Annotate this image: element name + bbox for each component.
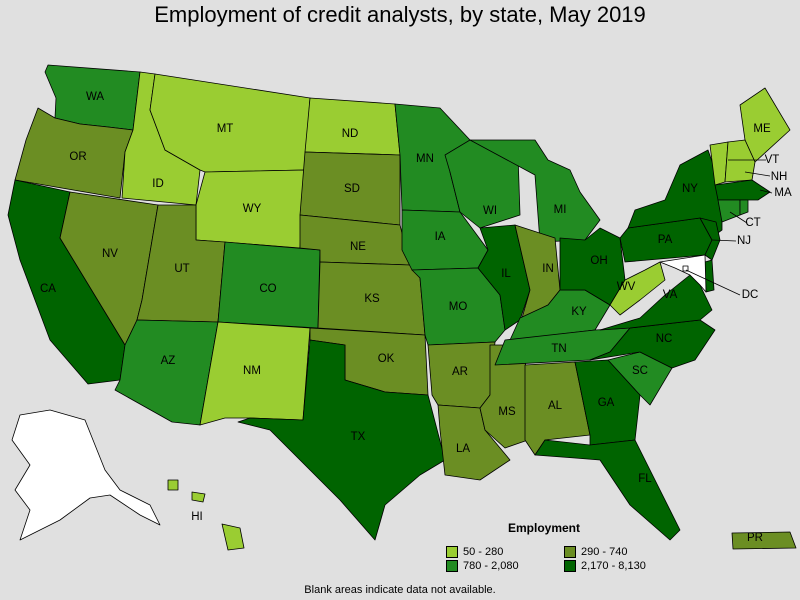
state-label-ia: IA bbox=[435, 231, 446, 243]
legend-item-290-740: 290 - 740 bbox=[564, 546, 676, 558]
state-label-id: ID bbox=[152, 178, 164, 190]
state-label-or: OR bbox=[69, 151, 86, 163]
state-label-mn: MN bbox=[416, 153, 434, 165]
state-md bbox=[659, 254, 707, 293]
leader-line-dc bbox=[685, 269, 741, 296]
state-nc bbox=[589, 319, 716, 369]
state-label-nv: NV bbox=[102, 248, 118, 260]
state-label-co: CO bbox=[259, 283, 276, 295]
state-me bbox=[739, 87, 791, 163]
state-label-tx: TX bbox=[351, 431, 366, 443]
legend: 50 - 280 290 - 740 780 - 2,080 2,170 - 8… bbox=[446, 546, 676, 572]
state-label-nd: ND bbox=[342, 128, 359, 140]
state-pr bbox=[731, 531, 797, 550]
state-label-sd: SD bbox=[344, 183, 360, 195]
state-tx bbox=[237, 339, 446, 541]
state-label-fl: FL bbox=[638, 473, 652, 485]
state-label-wi: WI bbox=[483, 205, 497, 217]
state-label-mo: MO bbox=[449, 301, 468, 313]
state-label-az: AZ bbox=[161, 355, 176, 367]
legend-label: 290 - 740 bbox=[581, 546, 628, 558]
state-mi bbox=[469, 139, 601, 243]
state-label-ga: GA bbox=[598, 397, 615, 409]
state-label-ma: MA bbox=[774, 187, 792, 199]
legend-label: 50 - 280 bbox=[463, 546, 504, 558]
leader-line-ct bbox=[729, 211, 748, 224]
state-nh bbox=[724, 139, 756, 183]
legend-label: 780 - 2,080 bbox=[463, 560, 519, 572]
leader-line-nj bbox=[711, 239, 737, 242]
state-ri bbox=[739, 199, 749, 216]
state-wv bbox=[609, 261, 666, 316]
state-ak bbox=[11, 409, 161, 541]
leader-line-ma bbox=[759, 189, 773, 194]
state-sc bbox=[607, 351, 673, 406]
state-nd bbox=[304, 97, 401, 156]
state-label-sc: SC bbox=[632, 365, 648, 377]
state-label-mt: MT bbox=[217, 123, 234, 135]
state-label-ca: CA bbox=[40, 283, 56, 295]
state-label-va: VA bbox=[663, 289, 678, 301]
legend-title: Employment bbox=[508, 521, 581, 535]
legend-swatch bbox=[564, 546, 576, 558]
state-label-ok: OK bbox=[378, 353, 395, 365]
state-label-nj: NJ bbox=[737, 235, 751, 247]
state-label-me: ME bbox=[753, 123, 771, 135]
state-label-la: LA bbox=[456, 443, 470, 455]
state-label-il: IL bbox=[501, 268, 511, 280]
legend-swatch bbox=[564, 560, 576, 572]
footnote: Blank areas indicate data not available. bbox=[304, 584, 496, 596]
state-de bbox=[704, 259, 715, 293]
state-label-ct: CT bbox=[745, 217, 760, 229]
map-title: Employment of credit analysts, by state,… bbox=[154, 2, 646, 27]
legend-item-780-2080: 780 - 2,080 bbox=[446, 560, 564, 572]
state-ma bbox=[714, 179, 771, 201]
state-ct bbox=[717, 199, 741, 223]
state-label-ar: AR bbox=[452, 366, 468, 378]
state-hi bbox=[167, 479, 245, 551]
state-label-ny: NY bbox=[682, 183, 698, 195]
legend-label: 2,170 - 8,130 bbox=[581, 560, 646, 572]
state-label-ut: UT bbox=[174, 263, 189, 275]
state-label-wa: WA bbox=[86, 91, 104, 103]
state-fl bbox=[534, 439, 681, 541]
state-label-nc: NC bbox=[656, 333, 673, 345]
state-label-nm: NM bbox=[243, 365, 261, 377]
state-label-pa: PA bbox=[658, 234, 673, 246]
state-label-vt: VT bbox=[765, 154, 780, 166]
state-label-dc: DC bbox=[742, 289, 759, 301]
state-label-pr: PR bbox=[747, 532, 763, 544]
state-label-wv: WV bbox=[617, 281, 636, 293]
state-label-ky: KY bbox=[571, 306, 587, 318]
leader-line-nh bbox=[744, 171, 771, 177]
legend-item-2170-8130: 2,170 - 8,130 bbox=[564, 560, 676, 572]
legend-swatch bbox=[446, 546, 458, 558]
state-label-oh: OH bbox=[590, 255, 607, 267]
state-label-nh: NH bbox=[771, 171, 788, 183]
state-label-ms: MS bbox=[498, 406, 516, 418]
state-label-hi: HI bbox=[191, 511, 203, 523]
legend-swatch bbox=[446, 560, 458, 572]
state-label-in: IN bbox=[542, 263, 554, 275]
legend-item-50-280: 50 - 280 bbox=[446, 546, 564, 558]
state-label-ne: NE bbox=[350, 241, 366, 253]
state-label-mi: MI bbox=[554, 204, 567, 216]
state-label-ks: KS bbox=[364, 293, 380, 305]
state-label-wy: WY bbox=[243, 203, 262, 215]
state-label-tn: TN bbox=[551, 343, 566, 355]
state-label-al: AL bbox=[548, 400, 563, 412]
